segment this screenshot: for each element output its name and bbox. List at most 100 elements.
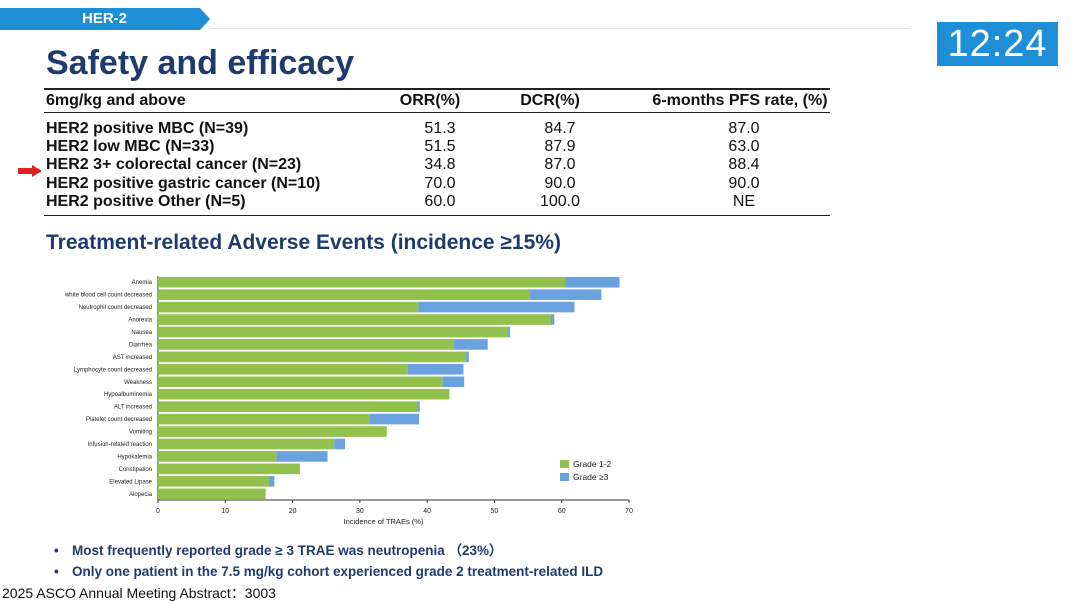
chart-title: Treatment-related Adverse Events (incide… [46,231,561,254]
table-row-label: HER2 3+ colorectal cancer (N=23) [46,156,302,173]
bar-grade-3-plus [442,376,465,388]
table-bottom-rule [44,215,830,216]
bar-grade-3-plus [418,301,575,313]
bullet-icon: • [54,543,59,558]
footer-citation: 2025 ASCO Annual Meeting Abstract：3003 [2,585,276,601]
bar-grade-1-2 [158,326,508,338]
y-tick-label: Alopecia [129,492,153,498]
table-cell-orr: 70.0 [424,175,456,192]
x-tick-label: 50 [491,508,499,515]
bullet-text: Most frequently reported grade ≥ 3 TRAE … [72,543,503,558]
x-tick-label: 40 [423,508,431,515]
y-tick-label: Lymphocyte count decreased [74,367,152,373]
bar-grade-1-2 [158,289,531,300]
bar-grade-3-plus [407,364,464,375]
bar-grade-1-2 [158,276,566,288]
bullet-item: • Most frequently reported grade ≥ 3 TRAE… [54,540,603,561]
bar-grade-1-2 [158,438,335,450]
bar-grade-1-2 [158,339,455,350]
x-tick-label: 20 [289,508,297,515]
y-tick-label: Hypoalbuminemia [104,392,153,398]
y-tick-label: ALT increased [114,405,152,411]
legend-label: Grade ≥3 [573,472,609,482]
bullet-icon: • [54,564,59,579]
bar-grade-3-plus [454,339,488,350]
y-tick-label: Hypokalemia [117,454,152,460]
page-title: Safety and efficacy [46,44,355,82]
key-findings: • Most frequently reported grade ≥ 3 TRAE… [54,540,603,582]
table-header-dcr: DCR(%) [520,92,580,109]
table-header-group: 6mg/kg and above [46,92,186,109]
table-cell-orr: 60.0 [424,193,456,210]
x-tick-label: 10 [221,508,229,515]
bar-grade-3-plus [269,476,275,487]
legend-swatch [560,473,569,481]
table-row: HER2 positive MBC (N=39) [46,120,248,138]
bar-grade-3-plus [507,326,510,338]
section-tag-label: HER-2 [82,10,128,27]
bar-grade-1-2 [158,488,266,500]
bar-grade-3-plus [276,451,328,462]
bar-grade-1-2 [158,476,270,487]
bar-grade-1-2 [158,463,300,475]
table-row-label: HER2 positive gastric cancer (N=10) [46,175,321,192]
y-tick-label: AST increased [113,355,152,361]
bar-grade-1-2 [158,314,551,325]
legend-swatch [560,460,569,468]
table-cell-pfs: NE [732,193,756,210]
bar-grade-3-plus [550,314,555,325]
bar-grade-1-2 [158,388,450,400]
table-row: HER2 low MBC (N=33) [46,138,214,156]
table-cell-dcr: 87.9 [544,138,576,155]
y-tick-label: Platelet count decreased [86,417,152,423]
bar-grade-3-plus [466,351,469,363]
bar-grade-3-plus [417,401,420,412]
table-cell-pfs: 88.4 [728,156,760,173]
table-header-rule [44,112,830,113]
table-row: HER2 positive gastric cancer (N=10) [46,175,320,193]
bar-grade-1-2 [158,401,418,412]
table-cell-pfs: 87.0 [728,120,760,137]
bar-grade-1-2 [158,364,408,375]
table-row-label: HER2 low MBC (N=33) [46,138,215,155]
bullet-item: • Only one patient in the 7.5 mg/kg cohor… [54,561,603,582]
y-tick-label: Constipation [119,467,152,473]
y-tick-label: Anemia [132,280,153,286]
table-row-label: HER2 positive Other (N=5) [46,193,246,210]
y-tick-label: Nausea [131,330,152,336]
bar-grade-1-2 [158,301,419,313]
adverse-events-chart: Anemia white blood cell count decreased Ne… [64,276,633,526]
x-tick-label: 60 [558,508,566,515]
bar-grade-1-2 [158,426,387,437]
bar-grade-1-2 [158,451,277,462]
table-cell-dcr: 87.0 [544,156,576,173]
y-tick-label: white blood cell count decreased [64,293,152,299]
bar-grade-1-2 [158,376,443,388]
y-tick-label: Elevated Lipase [109,479,152,485]
table-row-label: HER2 positive MBC (N=39) [46,120,249,137]
bar-grade-3-plus [530,289,602,300]
y-tick-label: Diarrhea [129,342,153,348]
red-arrow-icon [18,165,42,177]
table-cell-orr: 51.5 [424,138,456,155]
x-tick-label: 30 [356,508,364,515]
header-divider [210,28,910,29]
table-cell-dcr: 100.0 [539,193,581,210]
bar-grade-3-plus [565,276,620,288]
y-tick-label: Vomiting [129,430,152,436]
bar-grade-3-plus [334,438,346,450]
bar-grade-1-2 [158,413,370,425]
table-cell-orr: 51.3 [424,120,456,137]
table-cell-orr: 34.8 [424,156,456,173]
y-tick-label: Weakness [124,380,152,386]
bar-grade-1-2 [158,351,467,363]
table-cell-pfs: 90.0 [728,175,760,192]
table-header-pfs: 6-months PFS rate, (%) [652,92,828,109]
table-cell-dcr: 84.7 [544,120,576,137]
x-axis-label: Incidence of TRAEs (%) [344,517,424,526]
bar-grade-3-plus [369,413,420,425]
y-tick-label: Neutrophil count decreased [79,305,152,311]
legend-label: Grade 1-2 [573,459,612,469]
table-cell-pfs: 63.0 [728,138,760,155]
y-tick-label: Infusion-related reaction [88,442,152,448]
